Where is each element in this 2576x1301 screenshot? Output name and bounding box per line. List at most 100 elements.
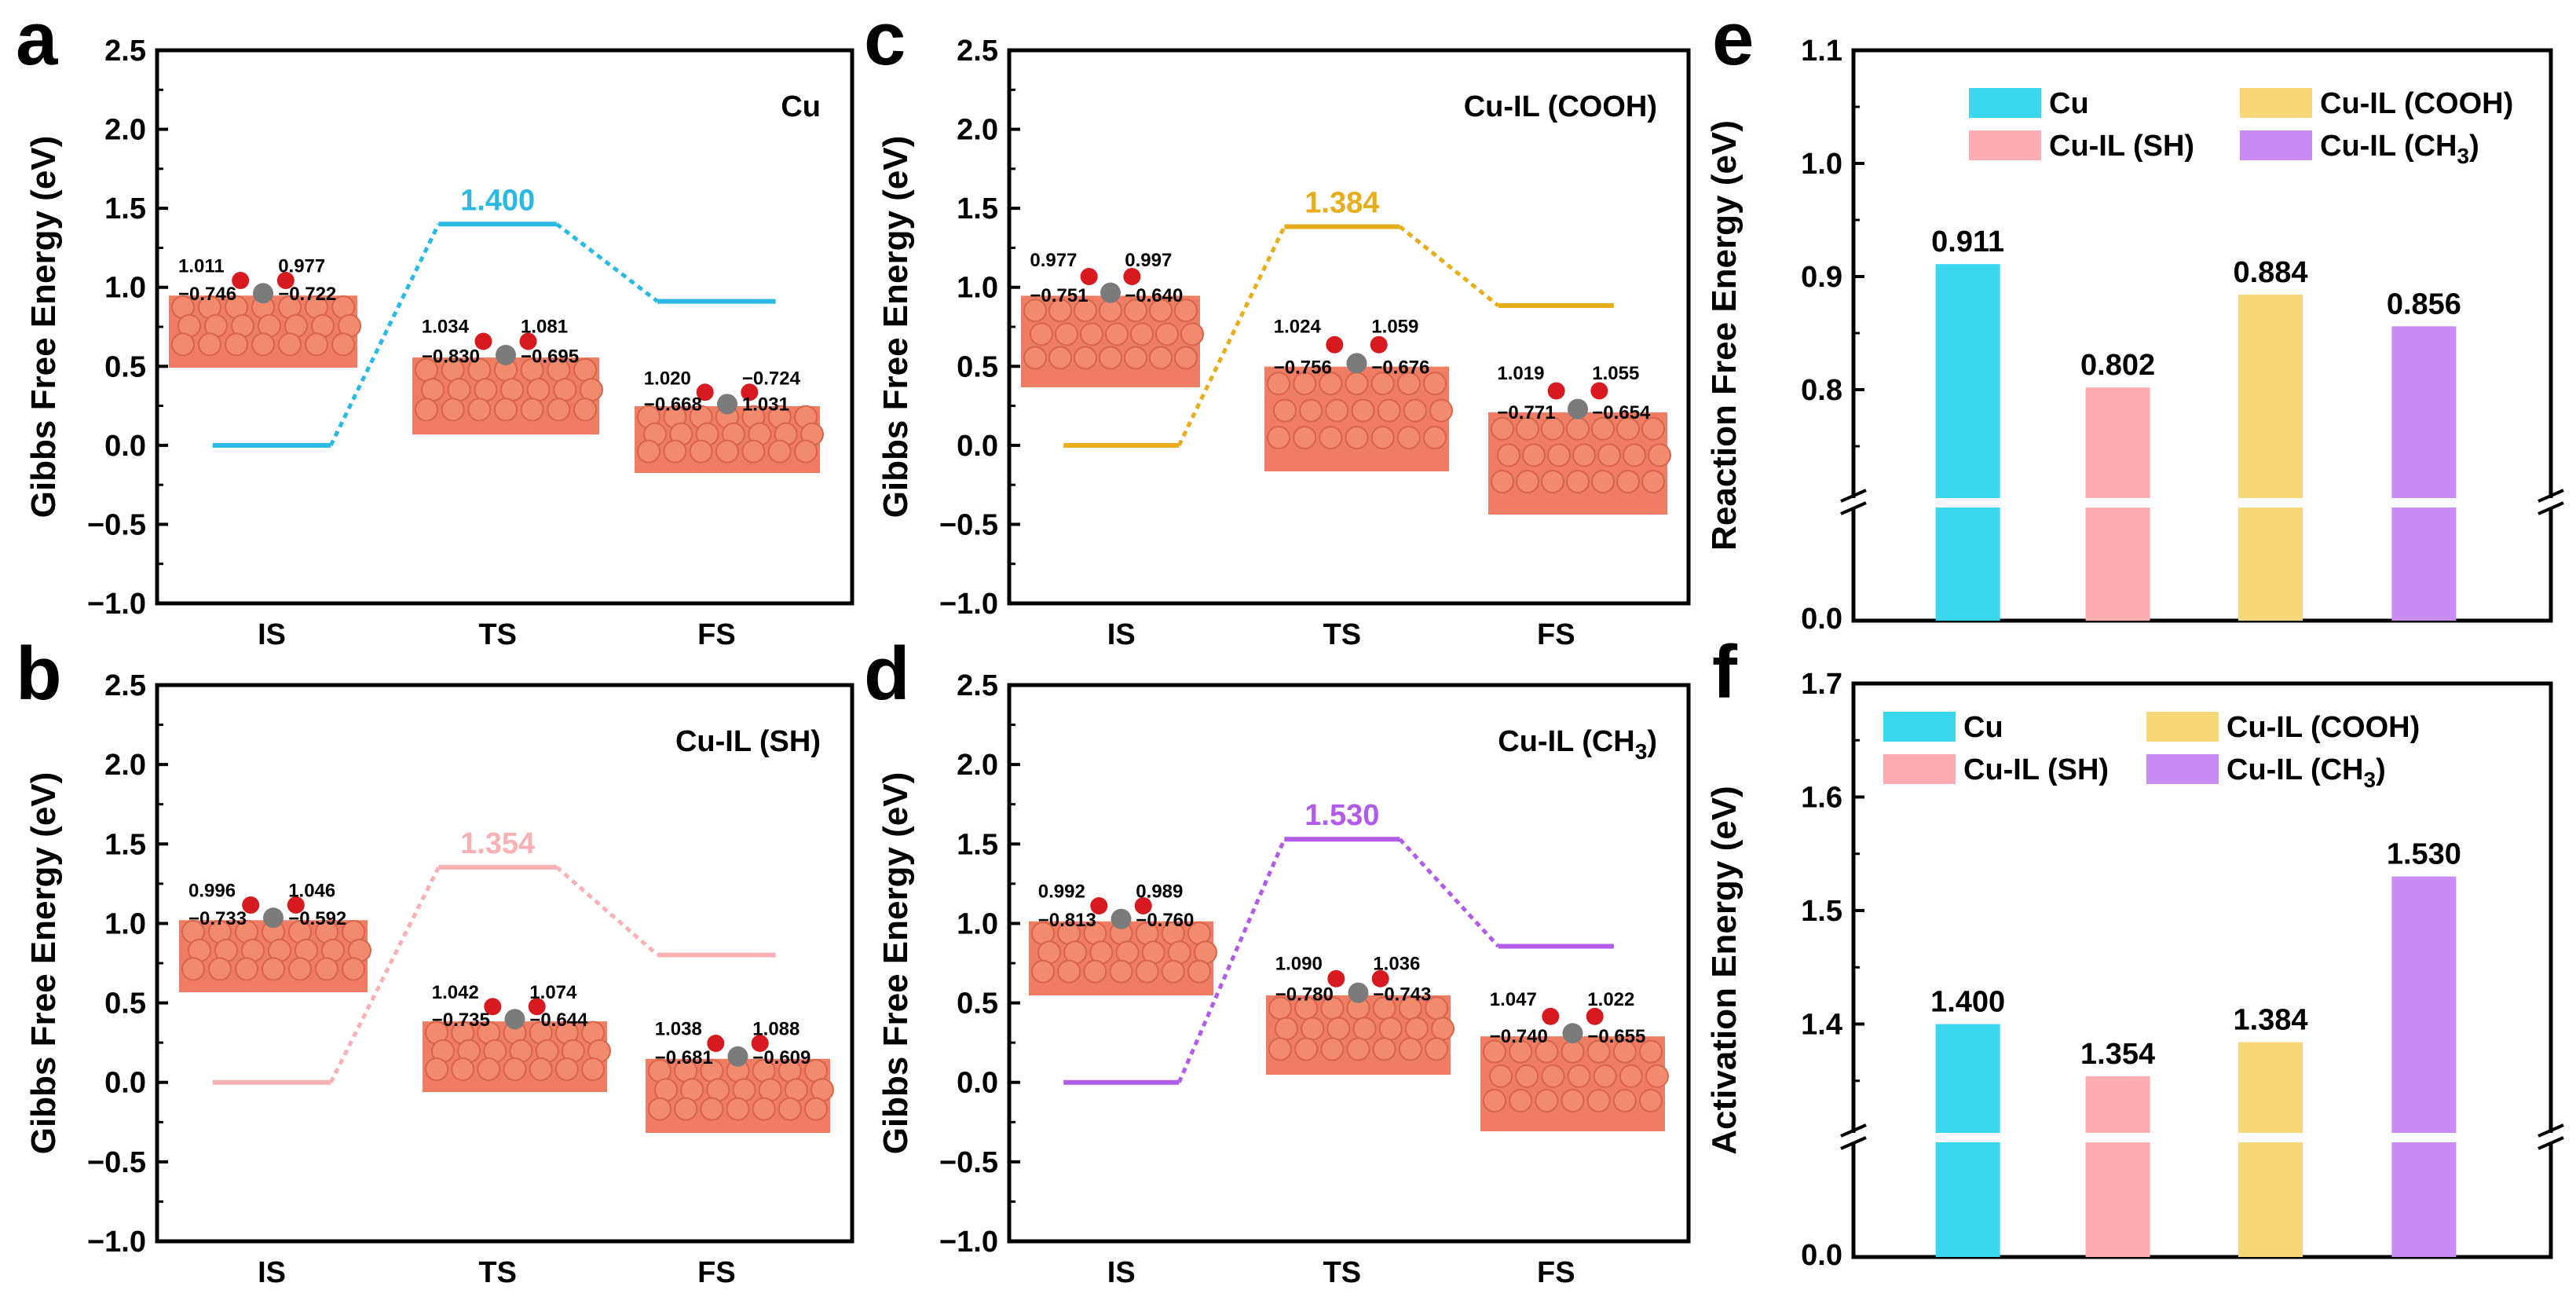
panel-c: −1.0 −0.5 0.0 0.5 1.0 1.5 2.0 2.5 IS TS FS Gibbs Fr…	[864, 0, 1691, 651]
legend-swatch	[2240, 130, 2312, 160]
structure-IS: 0.977 0.997 −0.751 −0.640	[1021, 250, 1204, 387]
charge-label: 1.034	[422, 316, 470, 337]
charge-label: −0.746	[178, 284, 236, 305]
cu-atom	[1031, 959, 1055, 984]
cu-atom	[1345, 372, 1369, 396]
cu-atom	[415, 398, 438, 422]
cu-atom	[1135, 959, 1159, 984]
cu-atom	[1030, 322, 1053, 346]
charge-label: 1.011	[178, 256, 225, 277]
cu-atom	[331, 332, 355, 357]
panel-letter: d	[864, 632, 910, 716]
structure-FS: 1.047 1.022 −0.740 −0.655	[1480, 989, 1669, 1131]
bar-value-label: 1.400	[1930, 986, 2005, 1019]
cu-atom	[804, 1097, 828, 1121]
charge-label: −0.740	[1490, 1026, 1548, 1047]
carbon-atom	[1348, 982, 1369, 1003]
cu-atom	[1109, 959, 1133, 984]
cu-atom	[1616, 416, 1640, 441]
cu-atom	[1352, 1017, 1377, 1041]
cu-atom	[1567, 1064, 1591, 1088]
cu-atom	[794, 439, 818, 464]
structure-IS: 0.992 0.989 −0.813 −0.760	[1029, 881, 1217, 995]
cu-atom	[1566, 416, 1590, 441]
cu-atom	[1319, 426, 1343, 449]
structure-FS: 1.038 1.088 −0.681 −0.609	[646, 1018, 834, 1133]
x-tick-label: TS	[478, 1256, 517, 1289]
cu-atom	[581, 1057, 605, 1081]
oxygen-atom	[1547, 382, 1565, 400]
charge-label: −0.751	[1030, 285, 1088, 306]
bar-value-label: 0.802	[2080, 349, 2155, 382]
carbon-atom	[1100, 282, 1121, 303]
cu-atom	[1055, 322, 1078, 346]
cu-atom	[1431, 1017, 1454, 1041]
cu-atom	[1161, 959, 1185, 984]
legend-label: Cu-IL (CH3)	[2320, 130, 2479, 168]
y-tick-label: −1.0	[939, 588, 998, 621]
cu-atom	[441, 398, 465, 422]
legend: Cu Cu-IL (SH) Cu-IL (COOH) Cu-IL (CH3)	[1969, 87, 2513, 168]
bar-value-label: 0.911	[1931, 225, 2004, 258]
y-tick-label: 2.5	[957, 669, 998, 702]
oxygen-atom	[1370, 335, 1388, 354]
plot-frame	[1851, 48, 2553, 623]
x-tick-label: IS	[258, 618, 286, 651]
cu-atom	[689, 439, 713, 464]
carbon-atom	[1568, 398, 1588, 420]
cu-atom	[1516, 416, 1539, 441]
y-tick-label: −0.5	[939, 508, 998, 541]
cu-atom	[503, 1057, 527, 1081]
legend-label: Cu-IL (CH3)	[2227, 753, 2386, 792]
carbon-atom	[727, 1046, 748, 1067]
cu-atom	[1293, 372, 1317, 396]
x-tick-label: TS	[1323, 1256, 1362, 1289]
y-tick-label: 1.7	[1801, 668, 1842, 701]
legend-swatch	[1969, 88, 2041, 118]
cu-atom	[1326, 1017, 1351, 1041]
structure-TS: 1.034 1.081 −0.830 −0.695	[412, 316, 603, 434]
cu-atom	[1080, 322, 1103, 346]
cu-atom	[715, 439, 739, 464]
cu-atom	[467, 398, 492, 422]
y-tick-label: −0.5	[87, 1146, 146, 1179]
cu-atom	[1396, 372, 1421, 396]
panel-b: −1.0 −0.5 0.0 0.5 1.0 1.5 2.0 2.5 IS TS FS Gibbs Fr…	[16, 632, 854, 1289]
cu-atom	[1641, 416, 1665, 441]
y-tick-label: 0.5	[957, 350, 998, 383]
y-axis-label: Gibbs Free Energy (eV)	[24, 136, 63, 519]
y-tick-label: 0.0	[957, 1067, 998, 1100]
ts-value-label: 1.384	[1304, 186, 1379, 219]
y-tick-label: 0.0	[104, 1067, 146, 1100]
cu-atom	[1535, 1089, 1559, 1112]
carbon-atom	[496, 344, 516, 365]
cu-atom	[425, 1057, 448, 1081]
oxygen-atom	[1080, 268, 1098, 285]
cu-atom	[500, 378, 524, 402]
panel-letter: f	[1712, 630, 1738, 714]
charge-label: −0.681	[655, 1047, 713, 1068]
ts-value-label: 1.400	[460, 184, 535, 217]
legend-swatch	[1883, 712, 1956, 742]
cu-atom	[1320, 1037, 1345, 1061]
cu-atom	[1423, 426, 1447, 449]
cu-atom	[1591, 470, 1615, 493]
ts-value-label: 1.354	[460, 827, 535, 860]
cu-atom	[1403, 398, 1427, 423]
charge-label: 1.024	[1274, 317, 1322, 338]
cu-atom	[1174, 299, 1198, 323]
cu-atom	[225, 332, 248, 357]
y-tick-label: −0.5	[939, 1146, 998, 1179]
oxygen-atom	[1371, 969, 1389, 988]
cu-atom	[1541, 416, 1564, 441]
axis-break-mark	[2538, 489, 2564, 503]
charge-label: 1.088	[752, 1018, 800, 1039]
cu-atom	[1301, 1017, 1325, 1041]
cu-atom	[251, 332, 275, 357]
x-tick-label: FS	[697, 1256, 736, 1289]
cu-atom	[1293, 426, 1317, 449]
cu-atom	[520, 398, 544, 422]
cu-atom	[1370, 426, 1395, 449]
y-axis-label: Reaction Free Energy (eV)	[1705, 120, 1744, 551]
cu-atom	[305, 332, 328, 357]
